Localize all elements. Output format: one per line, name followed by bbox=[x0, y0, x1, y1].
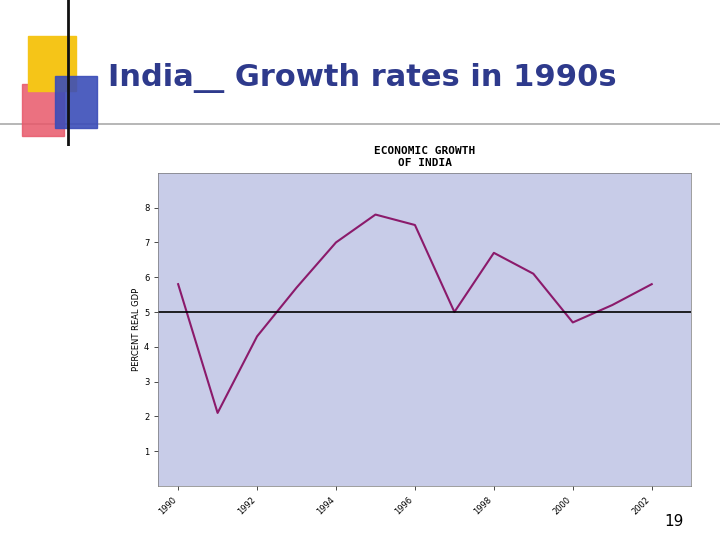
Bar bbox=[28, 36, 76, 91]
Bar bbox=[55, 76, 97, 128]
Y-axis label: PERCENT REAL GDP: PERCENT REAL GDP bbox=[132, 288, 141, 371]
Title: ECONOMIC GROWTH
OF INDIA: ECONOMIC GROWTH OF INDIA bbox=[374, 146, 475, 168]
Bar bbox=[22, 84, 64, 136]
Text: 19: 19 bbox=[665, 514, 684, 529]
Text: India__ Growth rates in 1990s: India__ Growth rates in 1990s bbox=[108, 63, 616, 93]
